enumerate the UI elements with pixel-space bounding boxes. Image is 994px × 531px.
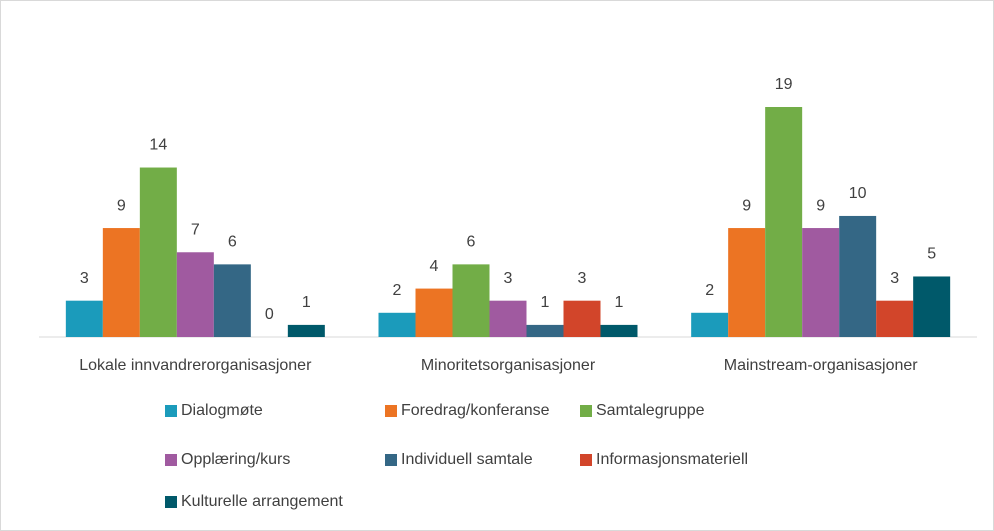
data-label: 3 xyxy=(890,270,899,287)
bar xyxy=(876,300,914,337)
bar xyxy=(176,252,214,337)
bar xyxy=(139,167,177,337)
bar xyxy=(765,107,803,337)
data-label: 3 xyxy=(578,270,587,287)
legend-label: Foredrag/konferanse xyxy=(401,402,550,419)
legend-swatch xyxy=(165,454,177,466)
data-label: 1 xyxy=(541,294,550,311)
data-label: 3 xyxy=(504,270,513,287)
bar xyxy=(378,312,416,337)
bar xyxy=(526,324,564,337)
legend-label: Samtalegruppe xyxy=(596,402,705,419)
bar xyxy=(839,215,877,337)
legend-label: Dialogmøte xyxy=(181,402,263,419)
x-tick-label: Mainstream-organisasjoner xyxy=(724,357,919,374)
legend-swatch xyxy=(385,454,397,466)
data-label: 14 xyxy=(149,137,167,154)
data-label: 2 xyxy=(705,282,714,299)
legend-swatch xyxy=(580,405,592,417)
data-label: 9 xyxy=(117,197,126,214)
bar xyxy=(102,228,140,337)
data-label: 0 xyxy=(265,306,274,323)
bar xyxy=(691,312,729,337)
x-tick-label: Lokale innvandrerorganisasjoner xyxy=(79,357,312,374)
bar xyxy=(802,228,840,337)
data-label: 6 xyxy=(467,234,476,251)
bar xyxy=(600,324,638,337)
legend-label: Individuell samtale xyxy=(401,451,533,468)
data-label: 9 xyxy=(816,197,825,214)
legend-label: Kulturelle arrangement xyxy=(181,493,343,510)
bar xyxy=(65,300,103,337)
data-label: 2 xyxy=(393,282,402,299)
legend-swatch xyxy=(165,405,177,417)
data-label: 10 xyxy=(849,185,867,202)
data-label: 1 xyxy=(302,294,311,311)
bar xyxy=(563,300,601,337)
legend-label: Opplæring/kurs xyxy=(181,451,290,468)
data-label: 7 xyxy=(191,221,200,238)
data-label: 5 xyxy=(927,246,936,263)
bar xyxy=(913,276,951,337)
bar xyxy=(728,228,766,337)
data-label: 6 xyxy=(228,234,237,251)
legend-label: Informasjonsmateriell xyxy=(596,451,748,468)
legend-swatch xyxy=(165,496,177,508)
bar xyxy=(489,300,527,337)
data-label: 9 xyxy=(742,197,751,214)
x-tick-label: Minoritetsorganisasjoner xyxy=(421,357,596,374)
bar xyxy=(213,264,251,337)
data-label: 3 xyxy=(80,270,89,287)
data-label: 4 xyxy=(430,258,439,275)
legend-swatch xyxy=(580,454,592,466)
bar xyxy=(415,288,453,337)
data-label: 1 xyxy=(615,294,624,311)
bar xyxy=(452,264,490,337)
bar xyxy=(287,324,325,337)
legend-swatch xyxy=(385,405,397,417)
data-label: 19 xyxy=(775,76,793,93)
